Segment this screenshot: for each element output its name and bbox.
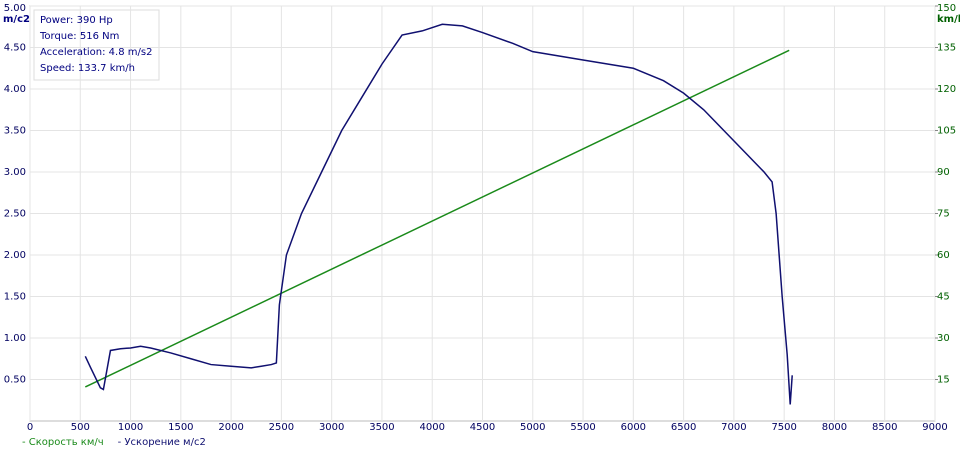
y2-tick-label: 45 — [937, 292, 950, 303]
y-tick-label: 0.50 — [4, 375, 26, 386]
x-tick-label: 3500 — [369, 422, 394, 433]
x-tick-label: 5000 — [520, 422, 545, 433]
y-tick-label: 5.00 — [4, 3, 26, 14]
x-tick-label: 9000 — [922, 422, 947, 433]
y2-tick-label: 15 — [937, 375, 950, 386]
x-tick-label: 6000 — [621, 422, 646, 433]
x-tick-label: 6500 — [671, 422, 696, 433]
y2-tick-label: 75 — [937, 209, 950, 220]
info-text: Speed: 133.7 km/h — [40, 63, 135, 74]
x-tick-label: 5500 — [570, 422, 595, 433]
x-tick-label: 8500 — [872, 422, 897, 433]
x-tick-label: 8000 — [822, 422, 847, 433]
x-tick-label: 1000 — [118, 422, 143, 433]
y2-axis-label: km/h — [937, 14, 960, 25]
y-axis-label: m/c2 — [3, 14, 30, 25]
y-tick-label: 4.50 — [4, 43, 26, 54]
x-tick-label: 7000 — [721, 422, 746, 433]
y-tick-label: 2.50 — [4, 209, 26, 220]
y-tick-label: 1.50 — [4, 292, 26, 303]
x-tick-label: 4500 — [470, 422, 495, 433]
y2-tick-label: 135 — [937, 43, 956, 54]
y-tick-label: 2.00 — [4, 250, 26, 261]
y-tick-label: 4.00 — [4, 84, 26, 95]
x-tick-label: 7500 — [771, 422, 796, 433]
info-text: Power: 390 Hp — [40, 15, 113, 26]
y2-tick-label: 120 — [937, 84, 956, 95]
legend-entry: - Ускорение м/с2 — [118, 437, 206, 448]
legend-entry: - Скорость км/ч — [22, 437, 104, 448]
x-tick-label: 2000 — [218, 422, 243, 433]
x-tick-label: 500 — [71, 422, 90, 433]
y2-tick-label: 90 — [937, 167, 950, 178]
y-tick-label: 3.00 — [4, 167, 26, 178]
info-text: Torque: 516 Nm — [39, 31, 119, 42]
y2-tick-label: 105 — [937, 126, 956, 137]
y-tick-label: 3.50 — [4, 126, 26, 137]
y2-tick-label: 30 — [937, 333, 950, 344]
info-box — [33, 9, 160, 81]
series-line — [84, 49, 790, 388]
y2-tick-label: 150 — [937, 3, 956, 14]
x-tick-label: 1500 — [168, 422, 193, 433]
y2-tick-label: 60 — [937, 250, 950, 261]
x-tick-label: 2500 — [269, 422, 294, 433]
series-line — [84, 23, 793, 405]
x-tick-label: 0 — [27, 422, 33, 433]
y-tick-label: 1.00 — [4, 333, 26, 344]
x-tick-label: 4000 — [419, 422, 444, 433]
info-text: Acceleration: 4.8 m/s2 — [40, 47, 152, 58]
x-tick-label: 3000 — [319, 422, 344, 433]
